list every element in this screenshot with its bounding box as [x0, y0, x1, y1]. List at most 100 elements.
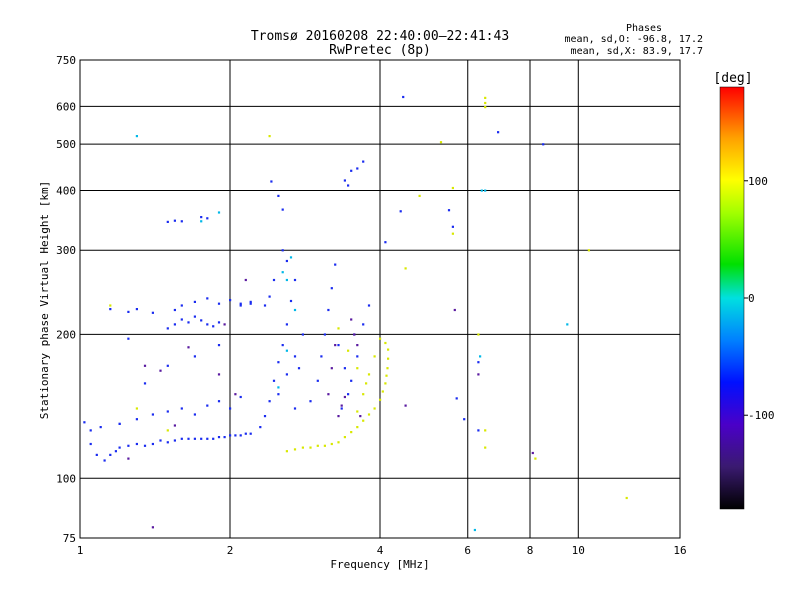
- data-point: [356, 355, 359, 358]
- data-point: [285, 323, 288, 326]
- data-point: [151, 526, 154, 529]
- data-point: [285, 259, 288, 263]
- data-point: [484, 429, 487, 432]
- data-point: [277, 361, 280, 364]
- data-point: [217, 321, 221, 324]
- data-point: [340, 404, 343, 407]
- data-point: [343, 179, 346, 182]
- data-point: [350, 169, 353, 172]
- data-point: [316, 379, 319, 382]
- data-point: [99, 426, 102, 429]
- data-point: [89, 429, 92, 432]
- data-point: [356, 410, 359, 413]
- data-point: [234, 393, 237, 396]
- data-point: [384, 382, 387, 385]
- data-point: [337, 344, 340, 347]
- data-point: [387, 348, 390, 351]
- data-point: [350, 318, 353, 321]
- data-point: [337, 441, 340, 444]
- data-point: [379, 398, 382, 401]
- data-point: [206, 297, 209, 300]
- data-point: [362, 419, 365, 422]
- data-point: [337, 415, 340, 418]
- data-point: [270, 180, 273, 183]
- data-point: [166, 220, 169, 223]
- data-point: [362, 160, 365, 163]
- colorbar-label: [deg]: [713, 71, 752, 86]
- data-point: [180, 304, 183, 307]
- data-point: [404, 267, 407, 270]
- data-point: [206, 217, 209, 220]
- data-point: [477, 361, 480, 364]
- data-point: [206, 323, 209, 326]
- x-tick-label: 10: [572, 544, 585, 557]
- data-point: [166, 410, 169, 413]
- data-point: [166, 429, 169, 432]
- data-point: [239, 304, 242, 307]
- data-point: [281, 344, 284, 347]
- data-point: [484, 96, 487, 99]
- data-point: [356, 426, 359, 429]
- data-point: [239, 395, 242, 399]
- colorbar: [719, 86, 745, 510]
- data-point: [180, 407, 183, 410]
- data-point: [212, 437, 215, 440]
- axis-ticks: 1 2 4 6 8 10 16 75 100 200 300 400 500 600 750: [56, 54, 687, 557]
- data-point: [447, 209, 451, 212]
- data-point: [127, 310, 130, 313]
- data-point: [625, 496, 628, 500]
- data-point: [418, 194, 421, 197]
- colorbar-tick-label: -100: [748, 409, 775, 422]
- y-tick-label: 300: [56, 244, 76, 257]
- data-point: [173, 439, 176, 442]
- colorbar-tick-label: 0: [748, 292, 755, 305]
- data-point: [340, 407, 343, 410]
- data-point: [239, 434, 242, 437]
- data-point: [327, 308, 330, 312]
- x-tick-label: 2: [227, 544, 234, 557]
- data-point: [187, 437, 190, 440]
- data-point: [200, 319, 203, 322]
- data-point: [373, 355, 376, 358]
- data-point: [217, 373, 221, 376]
- data-point: [180, 437, 183, 440]
- data-point: [337, 327, 340, 330]
- y-tick-label: 600: [56, 100, 76, 113]
- data-point: [384, 341, 387, 345]
- data-point: [244, 278, 247, 282]
- colorbar-ticks: 100 0 -100: [744, 175, 775, 422]
- data-point: [151, 311, 154, 314]
- data-point: [293, 448, 297, 451]
- data-point: [451, 225, 454, 228]
- x-tick-label: 8: [527, 544, 534, 557]
- data-point: [531, 451, 534, 455]
- data-point: [268, 400, 271, 403]
- data-point: [277, 393, 280, 396]
- data-point: [367, 304, 371, 307]
- data-point: [327, 393, 330, 396]
- data-point: [173, 308, 176, 312]
- data-point: [135, 135, 138, 138]
- data-point: [566, 323, 569, 326]
- x-tick-label: 6: [464, 544, 471, 557]
- data-point: [272, 278, 276, 282]
- data-point: [330, 442, 333, 446]
- data-point: [217, 211, 221, 214]
- data-point: [234, 434, 237, 437]
- data-point: [362, 393, 365, 396]
- data-point: [480, 189, 483, 192]
- data-point: [193, 355, 196, 358]
- data-point: [293, 308, 297, 312]
- data-point: [143, 364, 147, 367]
- data-point: [244, 432, 247, 435]
- data-point: [173, 424, 176, 427]
- data-point: [477, 429, 480, 432]
- data-point: [159, 369, 162, 372]
- data-point: [200, 220, 203, 223]
- data-point: [127, 337, 130, 340]
- data-point: [118, 422, 121, 425]
- data-point: [118, 446, 121, 449]
- x-tick-label: 16: [673, 544, 686, 557]
